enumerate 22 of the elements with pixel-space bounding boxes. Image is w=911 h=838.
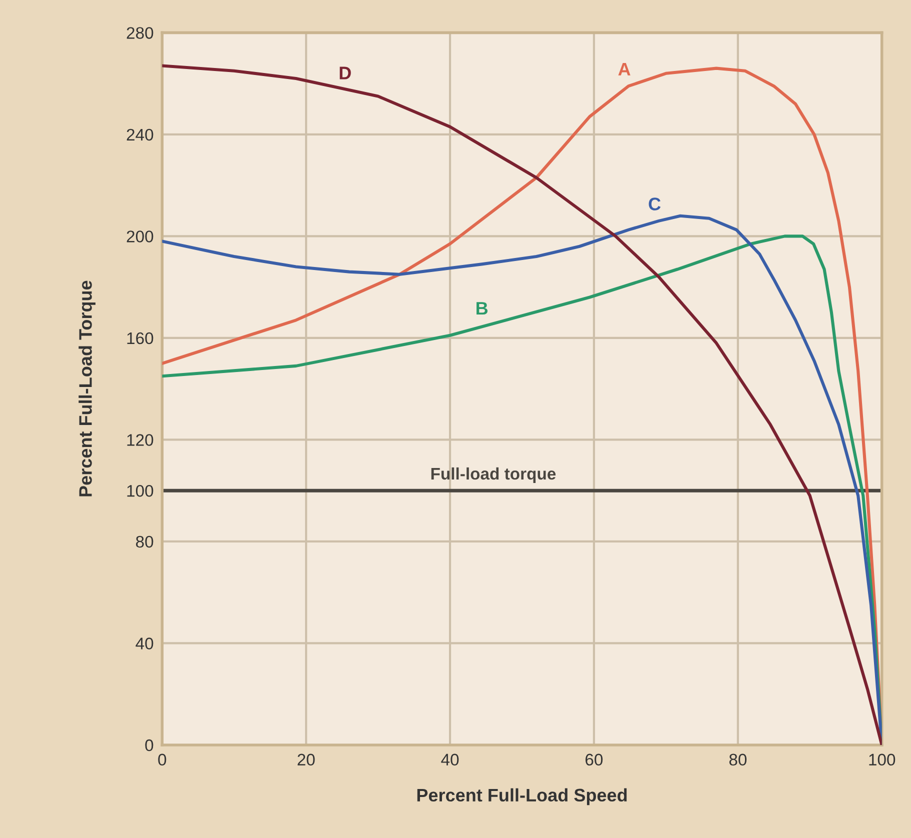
x-tick-label: 0 [158, 754, 166, 766]
y-tick-label: 40 [136, 638, 154, 650]
y-axis-title: Percent Full-Load Torque [78, 280, 96, 496]
x-tick-label: 20 [298, 754, 315, 766]
y-tick-label: 240 [126, 128, 154, 141]
y-tick-label: 200 [126, 230, 154, 242]
y-tick-label: 100 [127, 484, 154, 497]
y-tick-label: 160 [127, 332, 154, 344]
annotation: B [476, 302, 488, 315]
ref-line-label: Full-load torque [431, 467, 556, 483]
y-tick-label: 120 [127, 434, 154, 446]
x-tick-label: 60 [586, 754, 603, 766]
annotation: A [618, 62, 630, 76]
annotation: C [648, 198, 661, 210]
x-tick-label: 100 [869, 754, 896, 766]
y-tick-label: 0 [145, 739, 154, 752]
x-tick-label: 80 [729, 754, 747, 766]
x-tick-label: 40 [441, 754, 459, 766]
y-tick-label: 80 [136, 536, 154, 548]
x-axis-title: Percent Full-Load Speed [417, 788, 627, 806]
y-tick-label: 280 [126, 27, 154, 39]
annotation: D [340, 66, 351, 80]
